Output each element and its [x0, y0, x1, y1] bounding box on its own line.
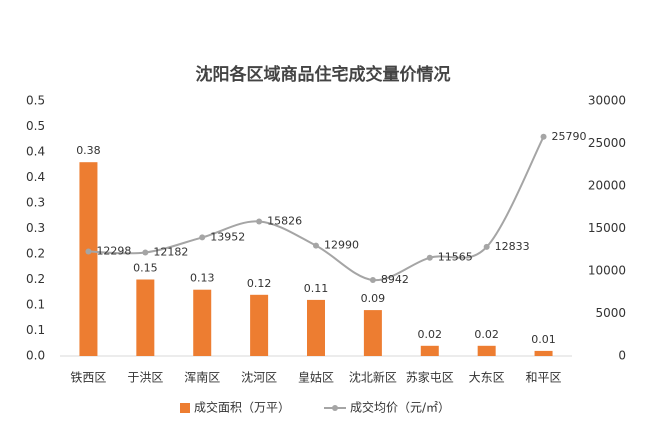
- y2-tick-label: 20000: [588, 179, 626, 193]
- y-tick-label: 0.5: [26, 94, 45, 108]
- y-tick-label: 0.1: [26, 323, 45, 337]
- bar-value-label: 0.01: [531, 333, 556, 346]
- y2-tick-label: 15000: [588, 221, 626, 235]
- y-tick-label: 0.2: [26, 247, 45, 261]
- line-value-label: 12182: [153, 245, 188, 258]
- x-tick-label: 苏家屯区: [406, 370, 454, 385]
- y2-tick-label: 10000: [588, 264, 626, 278]
- y-tick-label: 0.2: [26, 272, 45, 286]
- bar-value-label: 0.38: [76, 144, 101, 157]
- x-tick-label: 和平区: [526, 371, 562, 385]
- y-tick-label: 0.5: [26, 119, 45, 133]
- bar-value-label: 0.13: [190, 272, 215, 285]
- y-tick-label: 0.3: [26, 196, 45, 210]
- x-tick-label: 铁西区: [70, 371, 106, 385]
- x-tick-label: 沈北新区: [349, 370, 397, 385]
- y2-tick-label: 30000: [588, 94, 626, 108]
- legend-label: 成交面积（万平）: [194, 400, 290, 415]
- line-value-label: 13952: [210, 230, 245, 243]
- x-tick-label: 浑南区: [184, 370, 220, 385]
- bar-value-label: 0.02: [418, 328, 443, 341]
- line-point: [313, 242, 319, 249]
- x-tick-label: 大东区: [469, 371, 505, 385]
- line-point: [540, 133, 547, 140]
- legend-label: 成交均价（元/㎡）: [350, 400, 450, 415]
- x-tick-label: 皇姑区: [298, 371, 334, 385]
- x-tick-label: 于洪区: [127, 371, 163, 385]
- y2-tick-label: 25000: [588, 136, 626, 150]
- line-value-label: 12833: [495, 240, 530, 253]
- chart-title: 沈阳各区域商品住宅成交量价情况: [196, 64, 451, 85]
- line-point: [483, 243, 490, 250]
- bar-value-label: 0.11: [304, 282, 329, 295]
- bar: [534, 350, 553, 356]
- x-tick-label: 沈河区: [241, 370, 277, 385]
- y2-tick-label: 5000: [595, 306, 626, 320]
- y-tick-label: 0.4: [26, 170, 45, 184]
- line-value-label: 12990: [324, 239, 359, 252]
- bar: [250, 294, 269, 356]
- line-value-label: 25790: [552, 130, 587, 143]
- line-point: [199, 234, 206, 241]
- line-point: [85, 248, 92, 255]
- line-point: [426, 254, 433, 261]
- bar-value-label: 0.09: [361, 292, 386, 305]
- line-point: [142, 249, 149, 256]
- legend-swatch: [332, 405, 338, 411]
- line-value-label: 8942: [381, 273, 409, 286]
- bar: [307, 299, 325, 356]
- legend-swatch: [180, 403, 190, 413]
- bar-value-label: 0.02: [474, 328, 499, 341]
- bar: [136, 279, 155, 356]
- bar: [363, 310, 382, 356]
- y-tick-label: 0.0: [26, 349, 45, 363]
- y2-tick-label: 0: [618, 349, 626, 363]
- bar: [477, 345, 496, 356]
- y-tick-label: 0.4: [26, 145, 45, 159]
- line-value-label: 12298: [96, 244, 131, 257]
- bar-value-label: 0.12: [247, 277, 272, 290]
- bar: [420, 345, 439, 356]
- y-tick-label: 0.1: [26, 298, 45, 312]
- y-tick-label: 0.3: [26, 221, 45, 235]
- line-point: [369, 276, 376, 283]
- line-value-label: 15826: [267, 214, 302, 227]
- line-point: [256, 218, 263, 225]
- bar-value-label: 0.15: [133, 262, 158, 275]
- bar: [79, 162, 98, 356]
- bar: [193, 289, 212, 356]
- line-value-label: 11565: [438, 251, 473, 264]
